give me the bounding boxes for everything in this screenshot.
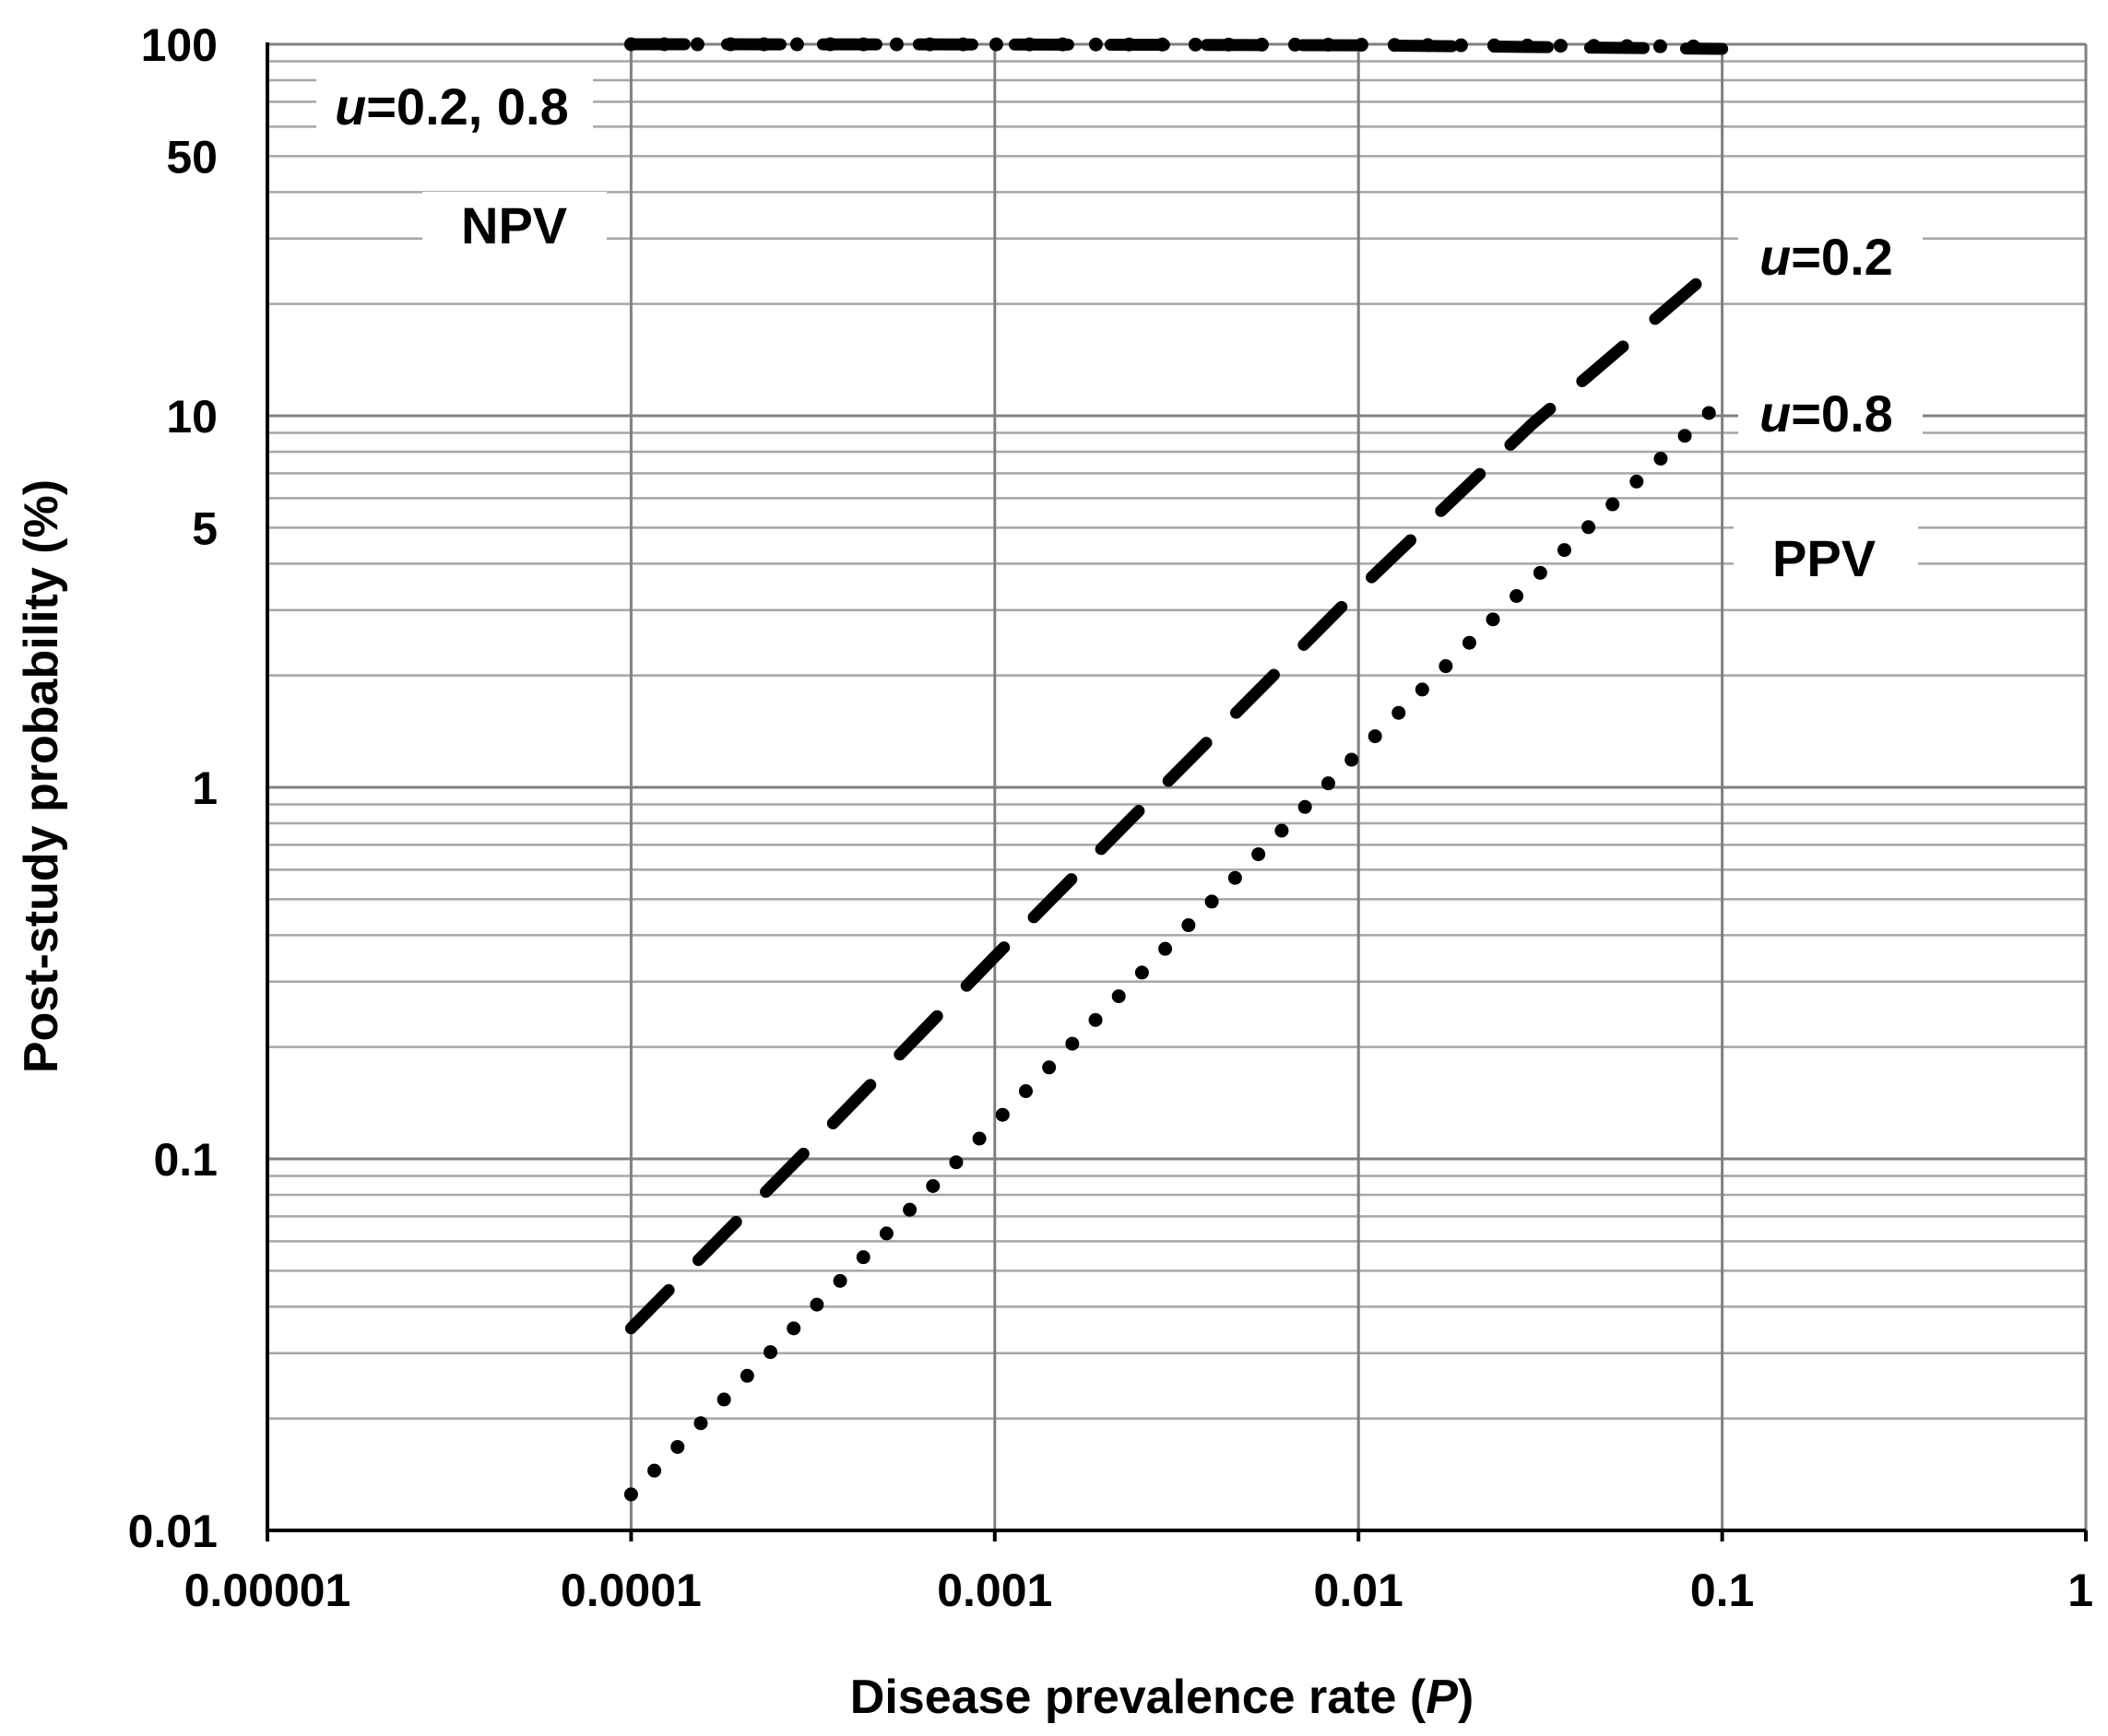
annotation-npv-u: u=0.2, 0.8: [335, 77, 569, 136]
annotation-background: [1738, 383, 1923, 447]
x-tick-label: 0.1: [1690, 1565, 1755, 1616]
y-tick-label: 100: [141, 19, 218, 71]
y-tick-label: 50: [166, 131, 218, 183]
annotation-npv: NPV: [461, 196, 567, 254]
annotation-npv-u-var: u: [335, 77, 366, 136]
y-tick-label: 10: [166, 391, 218, 443]
y-tick-label: 0.1: [153, 1134, 218, 1186]
x-tick-label: 1: [2067, 1565, 2093, 1616]
axes: [266, 42, 2088, 1541]
annotation-u08: u=0.8: [1759, 384, 1893, 443]
annotation-background: [1734, 524, 1918, 588]
series-line-1: [623, 393, 1730, 1502]
y-tick-label: 0.01: [128, 1506, 218, 1557]
x-axis-title-suffix: ): [1458, 1671, 1474, 1724]
y-tick-label: 1: [192, 762, 218, 814]
series-line-0: [624, 255, 1729, 1335]
x-tick-label: 0.001: [937, 1565, 1052, 1616]
series-layer: [623, 37, 1730, 1502]
x-tick-label: 0.00001: [184, 1565, 351, 1616]
x-axis-title-prefix: Disease prevalence rate (: [850, 1671, 1427, 1724]
annotation-u08-text: =0.8: [1791, 384, 1893, 443]
annotation-backgrounds: [316, 77, 1923, 588]
tick-labels: 0.00001 0.0001 0.001 0.01 0.1 1 0.01 0.1 1 5 10 50 1…: [128, 19, 2093, 1616]
annotation-background: [422, 192, 607, 253]
annotation-background: [1738, 226, 1923, 290]
x-axis-title: Disease prevalence rate (P): [850, 1671, 1474, 1724]
y-axis-title: Post-study probability (%): [15, 479, 68, 1073]
x-axis-title-var: P: [1426, 1671, 1458, 1724]
series-line-2: [624, 38, 1729, 55]
annotation-npv-u-text: =0.2, 0.8: [366, 77, 569, 136]
annotation-u02-var: u: [1759, 228, 1791, 286]
y-tick-label: 5: [192, 502, 218, 554]
x-tick-label: 0.01: [1314, 1565, 1403, 1616]
annotation-u08-var: u: [1759, 384, 1791, 443]
annotation-u02-text: =0.2: [1791, 228, 1893, 286]
x-tick-label: 0.0001: [561, 1565, 702, 1616]
annotation-background: [316, 77, 593, 138]
annotation-ppv: PPV: [1772, 529, 1876, 587]
annotation-u02: u=0.2: [1759, 228, 1893, 286]
